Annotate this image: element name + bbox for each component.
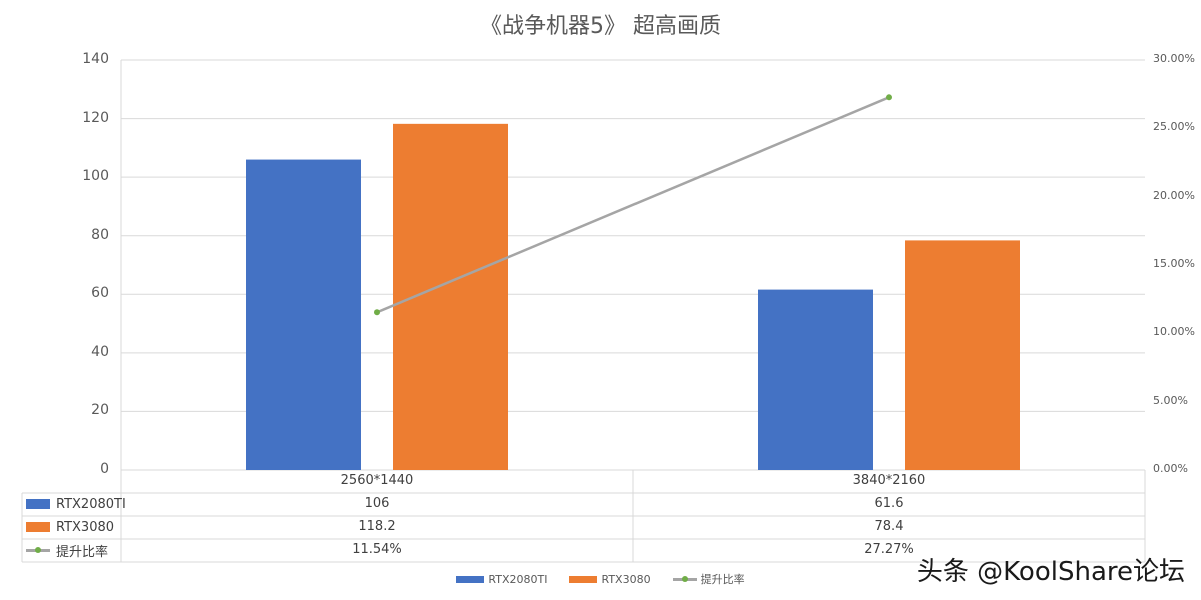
bar-RTX3080-0 [393,123,508,470]
bar-RTX3080-1 [905,240,1020,470]
y-tick-label: 40 [91,343,109,360]
y-tick-label: 100 [82,168,109,185]
y-tick-label: 20 [91,402,109,419]
legend-label: 提升比率 [700,573,745,586]
series-name: RTX2080TI [56,496,126,512]
legend-label: RTX2080TI [488,572,548,586]
table-row-key: RTX3080 [26,516,114,538]
bar-RTX2080TI-0 [246,159,361,471]
y-tick-label: 120 [82,109,109,126]
category-label: 3840*2160 [852,473,926,488]
chart-title: 《战争机器5》 超高画质 [480,14,721,39]
y2-tick-label: 0.00% [1153,462,1188,475]
chart-legend: RTX2080TI RTX3080 提升比率 [0,571,1201,587]
table-cell: 11.54% [352,542,402,557]
y2-tick-label: 25.00% [1153,120,1195,134]
legend-swatch [569,575,598,583]
series-swatch [26,522,50,532]
y-tick-label: 140 [82,51,109,67]
table-cell: 106 [364,496,390,511]
series-name: 提升比率 [56,544,109,560]
table-row-key: RTX2080TI [26,493,126,515]
line-point-0 [374,309,380,316]
y-tick-label: 80 [91,226,109,243]
watermark: 头条 @KoolShare论坛 [916,557,1185,587]
y2-tick-label: 5.00% [1153,393,1188,407]
series-swatch [26,545,50,555]
table-cell: 78.4 [874,519,904,534]
table-row-key: 提升比率 [26,539,108,561]
series-name: RTX3080 [56,519,115,535]
legend-item: RTX2080TI [456,571,547,587]
bar-RTX2080TI-1 [758,289,873,470]
y2-tick-label: 15.00% [1153,257,1195,270]
y2-tick-label: 20.00% [1153,188,1195,202]
y2-tick-label: 10.00% [1153,325,1195,339]
y-tick-label: 0 [100,461,109,477]
category-label: 2560*1440 [340,473,414,488]
table-cell: 27.27% [864,542,914,557]
legend-swatch [672,574,697,584]
series-swatch [26,499,50,509]
line-point-1 [886,94,892,101]
legend-swatch [456,575,485,583]
legend-label: RTX3080 [601,572,651,586]
y2-tick-label: 30.00% [1153,52,1195,65]
legend-item: RTX3080 [569,571,651,587]
table-cell: 61.6 [874,496,904,511]
table-cell: 118.2 [358,519,396,534]
legend-item: 提升比率 [672,571,745,587]
y-tick-label: 60 [91,285,109,302]
line-提升比率 [376,96,890,314]
